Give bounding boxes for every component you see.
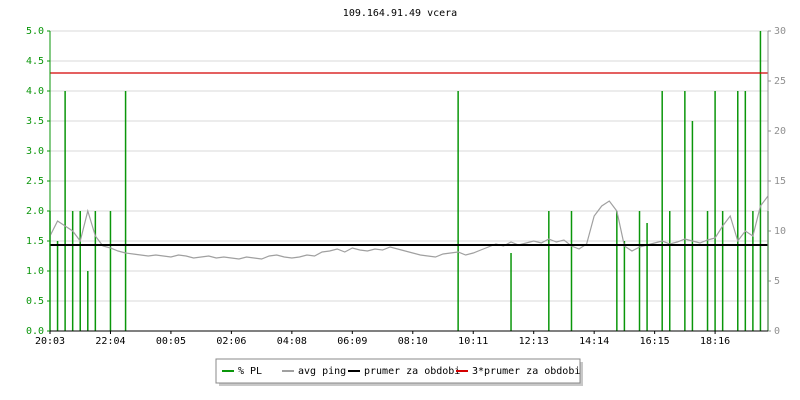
y-tick-label: 2.5 — [26, 176, 44, 187]
x-tick-label: 14:14 — [579, 336, 609, 347]
x-tick-label: 16:15 — [640, 336, 670, 347]
x-tick-label: 10:11 — [458, 336, 488, 347]
legend-label: avg ping — [298, 366, 346, 377]
y-tick-label: 1.0 — [26, 266, 44, 277]
x-tick-label: 02:06 — [216, 336, 246, 347]
x-tick-label: 00:05 — [156, 336, 186, 347]
legend-label: % PL — [238, 366, 262, 377]
y-tick-label: 3.5 — [26, 116, 44, 127]
y-tick-label: 3.0 — [26, 146, 44, 157]
x-tick-label: 22:04 — [95, 336, 125, 347]
y2-tick-label: 20 — [774, 126, 786, 137]
y-tick-label: 1.5 — [26, 236, 44, 247]
y-tick-label: 5.0 — [26, 26, 44, 37]
y2-tick-label: 25 — [774, 76, 786, 87]
y2-tick-label: 0 — [774, 326, 780, 337]
x-tick-label: 18:16 — [700, 336, 730, 347]
y-tick-label: 4.5 — [26, 56, 44, 67]
x-tick-label: 06:09 — [337, 336, 367, 347]
y-tick-label: 2.0 — [26, 206, 44, 217]
legend-label: prumer za obdobi — [364, 366, 460, 377]
y2-tick-label: 10 — [774, 226, 786, 237]
chart-title: 109.164.91.49 vcera — [343, 8, 457, 19]
legend-label: 3*prumer za obdobi — [472, 366, 580, 377]
y-tick-label: 0.5 — [26, 296, 44, 307]
x-tick-label: 04:08 — [277, 336, 307, 347]
y2-tick-label: 30 — [774, 26, 786, 37]
ping-line — [49, 195, 769, 260]
y-tick-label: 4.0 — [26, 86, 44, 97]
x-tick-label: 12:13 — [519, 336, 549, 347]
y-tick-label: 0.0 — [26, 326, 44, 337]
y2-tick-label: 5 — [774, 276, 780, 287]
x-tick-label: 08:10 — [398, 336, 428, 347]
x-tick-label: 20:03 — [35, 336, 65, 347]
y2-tick-label: 15 — [774, 176, 786, 187]
legend-box — [215, 358, 581, 384]
